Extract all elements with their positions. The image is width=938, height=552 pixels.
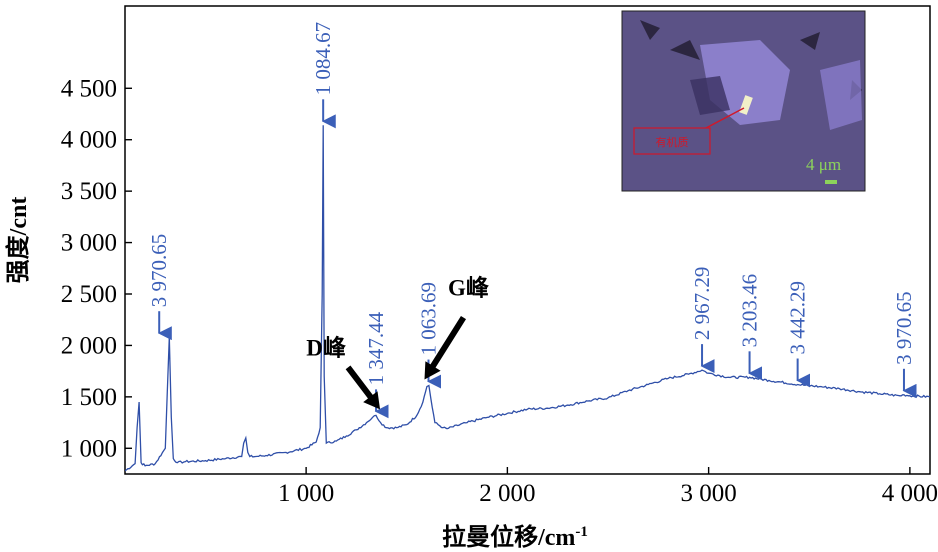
microscope-inset: 有机质 4 μm bbox=[621, 10, 866, 192]
inset-scale-label: 4 μm bbox=[806, 155, 841, 174]
peak-annotations: D峰 G峰 bbox=[306, 276, 490, 410]
y-tick-label: 4 500 bbox=[61, 75, 117, 102]
inset-organic-particle bbox=[739, 95, 753, 115]
inset-scale-bar bbox=[825, 180, 837, 184]
x-axis-title-superscript: -1 bbox=[575, 524, 588, 540]
x-axis-ticks: 1 000 2 000 3 000 4 000 bbox=[278, 467, 938, 507]
inset-bright-crystal bbox=[690, 76, 730, 115]
peak-label: 1 347.44 bbox=[364, 311, 388, 385]
spectrum-series-line bbox=[125, 125, 930, 472]
inset-bright-crystal bbox=[820, 60, 862, 130]
peak-label: 1 063.69 bbox=[416, 282, 440, 356]
y-tick-label: 4 000 bbox=[61, 127, 117, 154]
peak-label: 1 084.67 bbox=[311, 22, 335, 96]
annotation-label: D峰 bbox=[306, 335, 347, 360]
annotation-label: G峰 bbox=[448, 276, 490, 301]
peak-label: 3 970.65 bbox=[892, 291, 916, 365]
peak-label: 3 442.29 bbox=[786, 281, 810, 355]
y-tick-label: 1 000 bbox=[61, 435, 117, 462]
x-tick-label: 3 000 bbox=[681, 480, 737, 507]
y-tick-label: 2 500 bbox=[61, 281, 117, 308]
peak-label: 3 203.46 bbox=[738, 274, 762, 348]
plot-frame bbox=[124, 5, 931, 475]
annotation-arrow bbox=[345, 365, 381, 410]
inset-pointer-line bbox=[705, 107, 745, 129]
y-tick-label: 3 000 bbox=[61, 230, 117, 257]
y-tick-label: 2 000 bbox=[61, 332, 117, 359]
x-tick-label: 2 000 bbox=[479, 480, 535, 507]
peak-label: 2 967.29 bbox=[690, 267, 714, 341]
x-axis-title-text: 拉曼位移/cm bbox=[442, 523, 575, 551]
y-tick-label: 3 500 bbox=[61, 178, 117, 205]
x-axis-title: 拉曼位移/cm-1 bbox=[442, 523, 588, 551]
y-axis-title: 强度/cnt bbox=[4, 197, 32, 284]
y-tick-label: 1 500 bbox=[61, 384, 117, 411]
peak-label: 3 970.65 bbox=[147, 234, 171, 308]
inset-label: 有机质 bbox=[656, 135, 689, 149]
annotation-arrow bbox=[424, 315, 467, 380]
y-axis-ticks: 1 000 1 500 2 000 2 500 3 000 3 500 4 000 4 500 bbox=[61, 75, 132, 462]
inset-dark-fragment bbox=[640, 20, 862, 100]
inset-label-box bbox=[633, 127, 711, 155]
x-tick-label: 4 000 bbox=[882, 480, 938, 507]
x-tick-label: 1 000 bbox=[278, 480, 334, 507]
